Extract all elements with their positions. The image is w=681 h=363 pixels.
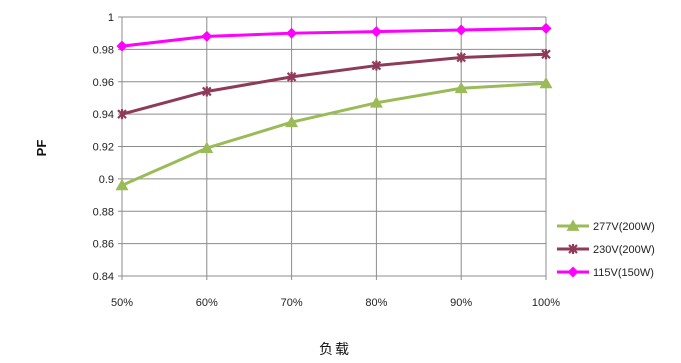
legend-item: 277V(200W) (557, 220, 655, 234)
y-tick-label: 0.92 (93, 142, 114, 154)
y-axis-label: PF (34, 140, 49, 157)
y-tick-label: 1 (108, 12, 114, 24)
y-tick-labels: 0.84 0.86 0.88 0.9 0.92 0.94 0.96 0.98 1 (93, 12, 114, 283)
y-tick-label: 0.96 (93, 77, 114, 89)
x-tick-label: 100% (532, 297, 560, 309)
data-point (201, 31, 212, 42)
x-tick-labels: 50% 60% 70% 80% 90% 100% (111, 297, 560, 309)
data-point (456, 24, 467, 35)
series-line (122, 54, 546, 114)
legend: 277V(200W) 230V(200W) 115V(150W) (557, 220, 655, 280)
data-point (371, 26, 382, 37)
y-tick-label: 0.94 (93, 109, 114, 121)
legend-label: 115V(150W) (593, 267, 654, 279)
y-tick-label: 0.88 (93, 206, 114, 218)
y-tick-label: 0.98 (93, 44, 114, 56)
data-point (117, 41, 128, 52)
legend-item: 230V(200W) (557, 244, 655, 256)
x-axis-label: 负载 (319, 342, 351, 358)
x-tick-label: 70% (281, 297, 303, 309)
legend-label: 277V(200W) (593, 221, 655, 233)
data-point (286, 28, 297, 39)
x-tick-label: 50% (111, 297, 133, 309)
x-tick-label: 80% (365, 297, 387, 309)
x-tick-label: 90% (450, 297, 472, 309)
data-point (568, 267, 579, 278)
y-tick-label: 0.9 (99, 174, 114, 186)
y-tick-label: 0.84 (93, 271, 114, 283)
x-tick-label: 60% (196, 297, 218, 309)
legend-item: 115V(150W) (557, 267, 654, 280)
y-tick-label: 0.86 (93, 239, 114, 251)
data-point (541, 23, 552, 34)
legend-label: 230V(200W) (593, 244, 655, 256)
series-lines (116, 23, 553, 190)
series-line (122, 28, 546, 46)
